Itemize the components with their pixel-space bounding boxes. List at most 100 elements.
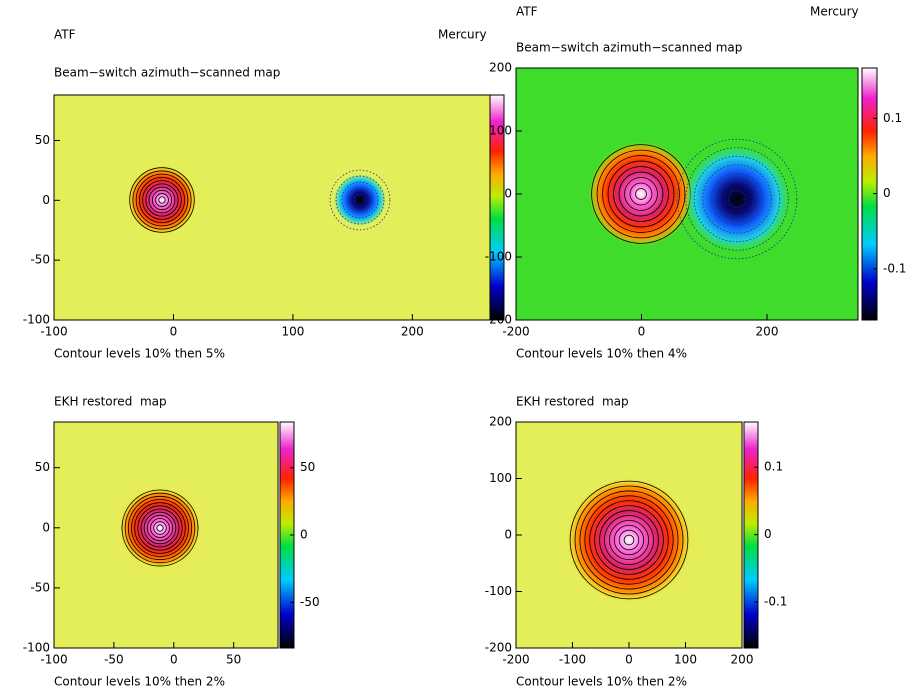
contour <box>635 188 647 200</box>
contour <box>131 499 189 557</box>
colorbar <box>489 94 505 321</box>
colorbar-tick-label: 50 <box>300 460 315 474</box>
colorbar-tick-label: 0.1 <box>883 111 902 125</box>
contour <box>618 529 640 551</box>
x-tick-label: 0 <box>170 653 178 667</box>
contour <box>137 505 183 551</box>
colorbar-tick-label: 0 <box>764 527 772 541</box>
contour <box>702 164 772 234</box>
y-tick-label: -50 <box>30 253 50 267</box>
contour <box>693 155 781 243</box>
y-tick-label: 0 <box>504 187 512 201</box>
y-tick-label: 100 <box>489 124 512 138</box>
contour <box>142 180 182 220</box>
contour <box>624 177 658 211</box>
contour <box>579 490 679 590</box>
panel-title: Beam−switch azimuth−scanned map <box>54 66 280 80</box>
contour <box>140 508 180 548</box>
contour <box>574 485 684 595</box>
contour <box>710 172 764 226</box>
contour <box>150 518 170 538</box>
positive-source <box>589 142 693 246</box>
positive-source <box>120 488 200 568</box>
contour <box>602 155 680 233</box>
contour <box>124 492 196 564</box>
colorbar-tick-label: 0 <box>300 528 308 542</box>
contour <box>129 167 195 233</box>
positive-source <box>128 166 196 234</box>
y-tick-label: -200 <box>485 641 512 655</box>
caption: Contour levels 10% then 2% <box>516 675 687 689</box>
contour <box>623 534 635 546</box>
y-tick-label: 0 <box>42 193 50 207</box>
contour <box>148 186 176 214</box>
y-tick-label: -100 <box>23 313 50 327</box>
contour <box>728 190 746 208</box>
contour <box>685 147 789 251</box>
contour <box>135 173 189 227</box>
x-tick-label: 100 <box>281 325 304 339</box>
header-left: ATF <box>516 5 538 19</box>
y-tick-label: 50 <box>35 460 50 474</box>
x-tick-label: 0 <box>625 653 633 667</box>
contour <box>138 176 186 224</box>
map-background <box>54 95 490 320</box>
panel-title: Beam−switch azimuth−scanned map <box>516 41 742 55</box>
header-right: Mercury <box>438 28 487 42</box>
contour <box>127 495 193 561</box>
header-right: Mercury <box>810 5 859 19</box>
contour <box>618 171 664 217</box>
y-tick-label: -100 <box>485 250 512 264</box>
contour <box>613 166 669 222</box>
contour <box>607 160 675 228</box>
y-tick-label: 200 <box>489 415 512 429</box>
positive-source <box>567 478 691 602</box>
y-tick-label: 200 <box>489 61 512 75</box>
contour <box>158 196 166 204</box>
x-tick-label: 0 <box>638 325 646 339</box>
contour <box>155 193 169 207</box>
contour <box>596 149 686 239</box>
contour <box>153 521 167 535</box>
y-tick-label: -200 <box>485 313 512 327</box>
panel-title: EKH restored map <box>516 395 629 409</box>
contour <box>599 510 659 570</box>
x-tick-label: 200 <box>756 325 779 339</box>
caption: Contour levels 10% then 2% <box>54 675 225 689</box>
contour <box>156 524 164 532</box>
negative-source <box>334 174 386 226</box>
caption: Contour levels 10% then 4% <box>516 347 687 361</box>
colorbar-tick-label: -50 <box>300 595 320 609</box>
contour <box>151 189 173 211</box>
contour <box>589 500 669 580</box>
x-tick-label: 200 <box>401 325 424 339</box>
y-tick-label: -100 <box>485 584 512 598</box>
colorbar-tick-label: -0.1 <box>764 595 787 609</box>
y-tick-label: 0 <box>42 520 50 534</box>
colorbar-tick-label: 0.1 <box>764 460 783 474</box>
y-tick-label: 100 <box>489 471 512 485</box>
header-left: ATF <box>54 28 76 42</box>
y-tick-label: 50 <box>35 133 50 147</box>
contour <box>121 489 199 567</box>
negative-source <box>685 147 789 251</box>
contour <box>353 193 367 207</box>
y-tick-label: -100 <box>23 641 50 655</box>
plot-frame <box>53 421 279 649</box>
contour <box>143 511 177 545</box>
contour <box>613 524 645 556</box>
contour <box>145 183 179 217</box>
colorbar-tick-label: 0 <box>883 186 891 200</box>
x-tick-label: 0 <box>170 325 178 339</box>
contour <box>134 502 186 554</box>
y-tick-label: -50 <box>30 580 50 594</box>
x-tick-label: -200 <box>502 325 529 339</box>
x-tick-label: -200 <box>502 653 529 667</box>
contour <box>341 181 379 219</box>
contour <box>329 169 391 231</box>
contour <box>629 182 653 206</box>
x-tick-label: -100 <box>40 325 67 339</box>
contour <box>594 505 664 575</box>
x-tick-label: -100 <box>40 653 67 667</box>
panel-title: EKH restored map <box>54 395 167 409</box>
